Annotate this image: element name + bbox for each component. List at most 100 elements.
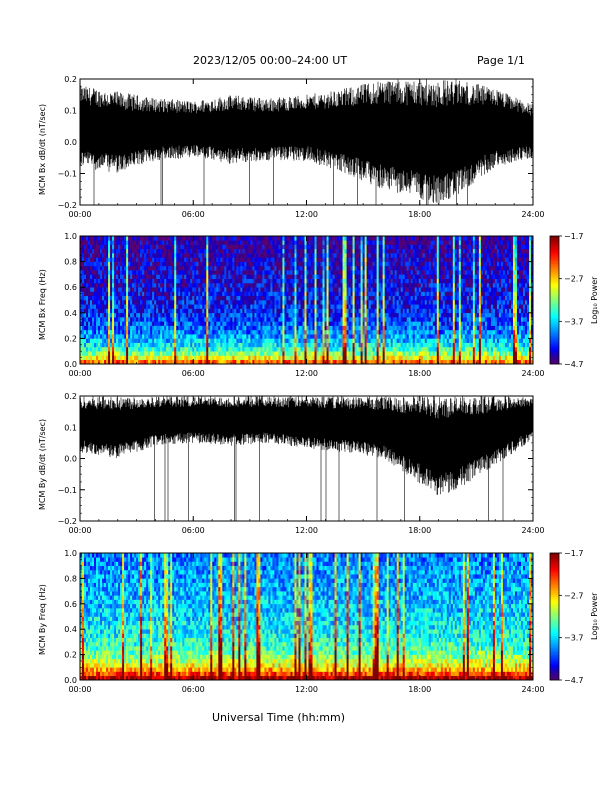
panel2-spectrogram-cell — [124, 342, 127, 348]
panel2-spectrogram-cell — [266, 257, 269, 262]
panel2-spectrogram-cell — [270, 351, 273, 356]
panel2-spectrogram-cell — [184, 300, 187, 305]
panel2-spectrogram-cell — [132, 329, 135, 335]
panel2-spectrogram-cell — [382, 274, 385, 279]
panel2-spectrogram-cell — [232, 325, 235, 331]
panel2-spectrogram-cell — [318, 291, 321, 297]
panel2-spectrogram-cell — [392, 312, 395, 318]
panel2-spectrogram-cell — [154, 342, 157, 348]
panel2-spectrogram-cell — [202, 261, 205, 267]
panel2-spectrogram-cell — [182, 295, 185, 301]
panel2-spectrogram-cell — [102, 240, 105, 245]
panel2-spectrogram-cell — [320, 295, 323, 301]
panel2-spectrogram-cell — [362, 257, 365, 262]
panel2-spectrogram-cell — [310, 321, 313, 326]
panel2-spectrogram-cell — [220, 342, 223, 348]
panel2-spectrogram-cell — [144, 244, 147, 250]
panel2-spectrogram-cell — [278, 304, 281, 309]
panel2-spectrogram-cell — [328, 355, 331, 361]
panel2-spectrogram-cell — [184, 274, 187, 279]
panel2-spectrogram-cell — [120, 278, 123, 284]
panel2-spectrogram-cell — [136, 270, 139, 275]
panel2-spectrogram-cell — [368, 300, 371, 305]
panel2-spectrogram-cell — [246, 355, 249, 361]
panel2-spectrogram-cell — [374, 278, 377, 284]
panel2-spectrogram-cell — [148, 257, 151, 262]
panel2-spectrogram-cell — [218, 295, 221, 301]
panel2-spectrogram-cell — [384, 287, 387, 292]
panel2-spectrogram-cell — [174, 351, 177, 356]
panel2-spectrogram-cell — [362, 355, 365, 361]
panel2-spectrogram-cell — [220, 359, 223, 365]
panel2-spectrogram-cell — [366, 329, 369, 335]
panel2-spectrogram-cell — [178, 287, 181, 292]
panel2-spectrogram-cell — [210, 304, 213, 309]
page-number: Page 1/1 — [477, 54, 525, 67]
panel2-spectrogram-cell — [294, 236, 297, 241]
panel2-spectrogram-cell — [216, 261, 219, 267]
panel2-spectrogram-cell — [234, 338, 237, 343]
panel2-spectrogram-cell — [186, 274, 189, 279]
panel2-spectrogram-cell — [216, 257, 219, 262]
panel2-spectrogram-cell — [348, 329, 351, 335]
panel2-spectrogram-cell — [354, 308, 357, 314]
panel2-spectrogram-cell — [212, 291, 215, 297]
panel2-spectrogram-cell — [230, 346, 233, 352]
panel2-spectrogram-cell — [256, 342, 259, 348]
panel2-spectrogram-cell — [280, 351, 283, 356]
panel2-spectrogram-cell — [156, 334, 159, 339]
panel2-spectrogram-cell — [274, 291, 277, 297]
panel2-spectrogram-cell — [384, 308, 387, 314]
panel2-spectrogram-cell — [350, 325, 353, 331]
panel2-spectrogram-cell — [318, 253, 321, 258]
panel2-spectrogram-cell — [298, 338, 301, 343]
panel2-spectrogram-cell — [358, 274, 361, 279]
panel2-spectrogram-cell — [324, 346, 327, 352]
panel2-spectrogram-cell — [192, 304, 195, 309]
panel2-spectrogram-cell — [364, 295, 367, 301]
panel2-spectrogram-cell — [336, 265, 339, 271]
panel2-spectrogram-cell — [164, 351, 167, 356]
panel2-spectrogram-cell — [340, 265, 343, 271]
panel2-spectrogram-cell — [318, 317, 321, 322]
panel2-spectrogram-cell — [238, 257, 241, 262]
panel2-spectrogram-cell — [334, 300, 337, 305]
panel2-spectrogram-cell — [232, 312, 235, 318]
panel2-spectrogram-cell — [96, 355, 99, 361]
panel2-spectrogram-cell — [392, 287, 395, 292]
panel2-spectrogram-cell — [112, 312, 115, 318]
panel2-spectrogram-cell — [94, 346, 97, 352]
panel2-spectrogram-cell — [134, 312, 137, 318]
panel2-spectrogram-cell — [160, 244, 163, 250]
panel2-spectrogram-cell — [258, 355, 261, 361]
panel2-spectrogram-cell — [204, 346, 207, 352]
panel2-spectrogram-cell — [186, 325, 189, 331]
panel2-spectrogram-cell — [172, 236, 175, 241]
panel2-spectrogram-cell — [200, 342, 203, 348]
panel2-spectrogram-cell — [254, 287, 257, 292]
panel2-spectrogram-cell — [390, 248, 393, 254]
panel2-spectrogram-cell — [250, 236, 253, 241]
panel2-spectrogram-cell — [166, 265, 169, 271]
panel2-spectrogram-cell — [328, 342, 331, 348]
panel2-spectrogram-cell — [302, 278, 305, 284]
panel2-spectrogram-cell — [320, 304, 323, 309]
panel2-spectrogram-cell — [400, 321, 404, 326]
panel2-spectrogram-cell — [282, 253, 285, 258]
panel2-spectrogram-cell — [194, 236, 197, 241]
panel2-spectrogram-cell — [376, 282, 379, 288]
panel2-spectrogram-cell — [282, 308, 285, 314]
panel2-spectrogram-cell — [318, 278, 321, 284]
page-title: 2023/12/05 00:00–24:00 UT — [193, 54, 348, 67]
panel2-spectrogram-cell — [388, 265, 391, 271]
panel2-spectrogram-cell — [158, 317, 161, 322]
panel2-spectrogram-cell — [382, 295, 385, 301]
panel2-spectrogram-cell — [170, 295, 173, 301]
panel2-spectrogram-cell — [154, 244, 157, 250]
panel2-spectrogram-cell — [272, 274, 275, 279]
panel2-spectrogram-cell — [160, 317, 163, 322]
panel2-spectrogram-cell — [90, 270, 93, 275]
panel2-spectrogram-cell — [224, 329, 227, 335]
panel2-spectrogram-cell — [172, 270, 175, 275]
panel2-spectrogram-cell — [272, 312, 275, 318]
